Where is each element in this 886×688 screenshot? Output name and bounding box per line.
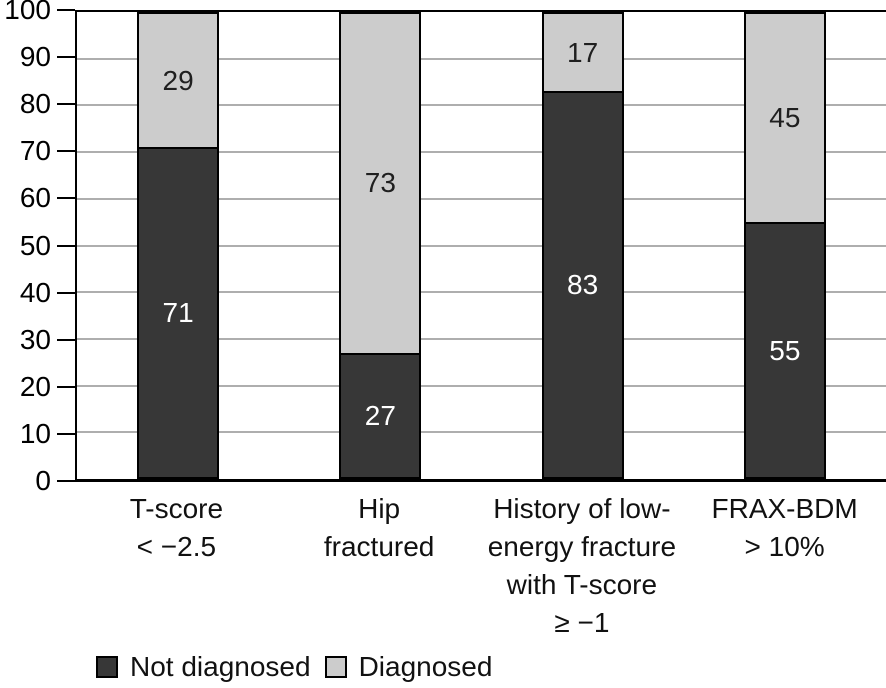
legend-item-not-diagnosed: Not diagnosed: [96, 651, 311, 683]
bar-value-label: 17: [567, 36, 599, 68]
bar-slot: 45 55: [684, 12, 886, 479]
y-axis-tick-label: 0: [35, 465, 51, 496]
bar-value-label: 73: [364, 167, 396, 199]
legend-label: Diagnosed: [358, 651, 493, 682]
category-label-line: History of low-: [493, 493, 671, 524]
gridline: [77, 104, 886, 106]
bar-segment-not-diagnosed: 71: [137, 147, 220, 479]
y-axis-tick: [57, 386, 75, 388]
category-label: FRAX-BDM > 10%: [683, 490, 886, 642]
y-axis-tick-label: 50: [19, 230, 51, 261]
legend-swatch-not-diagnosed: [96, 656, 118, 678]
y-axis-tick: [57, 292, 75, 294]
legend-label: Not diagnosed: [130, 651, 311, 682]
y-axis-tick-label: 90: [19, 41, 51, 72]
gridline: [77, 245, 886, 247]
stacked-bar: 29 71: [137, 12, 220, 479]
bar-segment-diagnosed: 73: [339, 12, 422, 353]
category-label-line: ≥ −1: [554, 607, 610, 638]
bars-container: 29 71 73 27 17 83 45 55: [77, 12, 886, 479]
y-axis-tick: [57, 103, 75, 105]
gridline: [77, 338, 886, 340]
y-axis-tick: [57, 56, 75, 58]
gridline: [77, 198, 886, 200]
legend-item-diagnosed: Diagnosed: [324, 651, 493, 683]
bar-value-label: 27: [364, 399, 396, 431]
category-label: Hip fractured: [278, 490, 481, 642]
y-axis-tick: [57, 9, 75, 11]
bar-value-label: 71: [162, 297, 194, 329]
category-label-line: with T-score: [506, 569, 658, 600]
stacked-bar: 45 55: [743, 12, 826, 479]
y-axis-tick-label: 40: [19, 277, 51, 308]
x-axis-labels: T-score < −2.5 Hip fractured History of low-…: [75, 490, 886, 642]
y-axis-tick: [57, 245, 75, 247]
bar-value-label: 45: [769, 102, 801, 134]
y-axis-tick-label: 30: [19, 324, 51, 355]
gridline: [77, 385, 886, 387]
legend-swatch-diagnosed: [324, 656, 347, 678]
category-label-line: < −2.5: [136, 531, 217, 562]
y-axis-tick-label: 20: [19, 371, 51, 402]
gridline: [77, 58, 886, 60]
bar-segment-diagnosed: 17: [541, 12, 624, 92]
category-label-line: energy fracture: [487, 531, 677, 562]
category-label-line: fractured: [323, 531, 435, 562]
y-axis-tick-label: 80: [19, 88, 51, 119]
y-axis-tick-label: 100: [4, 0, 51, 25]
gridline: [77, 431, 886, 433]
bar-value-label: 55: [769, 334, 801, 366]
y-axis-tick-label: 70: [19, 135, 51, 166]
bar-segment-not-diagnosed: 55: [743, 222, 826, 479]
category-label-line: > 10%: [744, 531, 825, 562]
gridline: [77, 291, 886, 293]
legend: Not diagnosed Diagnosed: [96, 651, 492, 683]
y-axis-tick: [57, 339, 75, 341]
bar-segment-not-diagnosed: 83: [541, 91, 624, 479]
bar-segment-diagnosed: 45: [743, 12, 826, 223]
stacked-bar: 17 83: [541, 12, 624, 479]
category-label: History of low-energy fracture with T-sco…: [481, 490, 684, 642]
category-label-line: Hip: [358, 493, 401, 524]
category-label-line: FRAX-BDM: [711, 493, 858, 524]
bar-segment-diagnosed: 29: [137, 12, 220, 148]
plot-area: 29 71 73 27 17 83 45 55: [75, 10, 886, 482]
category-label-line: T-score: [129, 493, 224, 524]
bar-value-label: 29: [162, 64, 194, 96]
bar-slot: 73 27: [279, 12, 481, 479]
y-axis-tick: [57, 197, 75, 199]
bar-slot: 17 83: [482, 12, 684, 479]
gridline: [77, 151, 886, 153]
y-axis-tick: [57, 433, 75, 435]
category-label: T-score < −2.5: [75, 490, 278, 642]
y-axis-tick-label: 60: [19, 182, 51, 213]
bar-value-label: 83: [567, 269, 599, 301]
y-axis-tick: [57, 150, 75, 152]
stacked-bar: 73 27: [339, 12, 422, 479]
y-axis-tick-label: 10: [19, 418, 51, 449]
y-axis-tick: [57, 480, 75, 482]
bar-slot: 29 71: [77, 12, 279, 479]
bar-segment-not-diagnosed: 27: [339, 352, 422, 479]
